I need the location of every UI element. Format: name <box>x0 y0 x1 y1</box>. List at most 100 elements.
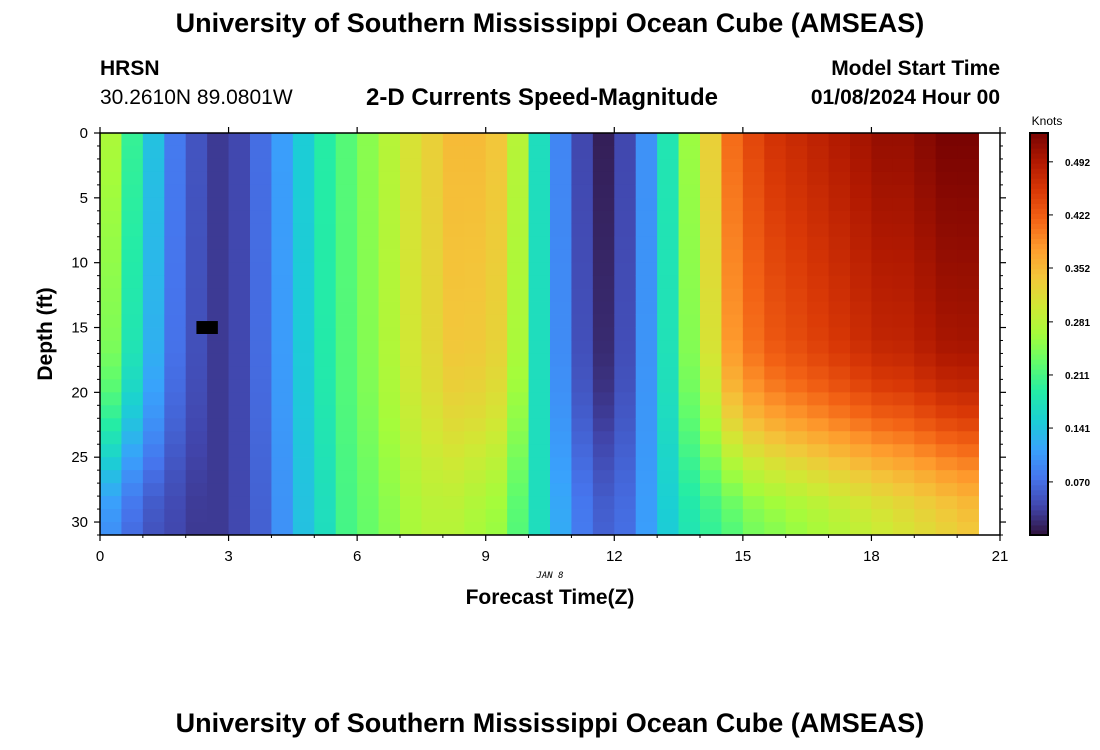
heatmap-cell <box>271 431 294 445</box>
heatmap-cell <box>100 171 122 186</box>
heatmap-cell <box>121 353 144 367</box>
heatmap-cell <box>507 444 529 458</box>
heatmap-cell <box>421 496 444 510</box>
heatmap-cell <box>400 301 422 315</box>
heatmap-cell <box>850 249 872 264</box>
heatmap-cell <box>400 353 422 367</box>
heatmap-cell <box>957 405 979 419</box>
heatmap-cell <box>142 353 165 367</box>
heatmap-cell <box>421 405 444 419</box>
heatmap-cell <box>635 145 658 160</box>
heatmap-cell <box>764 158 787 173</box>
heatmap-cell <box>721 184 744 199</box>
heatmap-cell <box>742 327 765 341</box>
heatmap-cell <box>100 496 122 510</box>
x-tick-label: 9 <box>482 548 490 565</box>
heatmap-cell <box>871 457 894 471</box>
heatmap-cell <box>185 457 208 471</box>
heatmap-cell <box>571 392 594 406</box>
colorbar-segment <box>1030 529 1048 536</box>
heatmap-cell <box>635 392 658 406</box>
heatmap-cell <box>400 171 422 186</box>
heatmap-cell <box>164 275 187 290</box>
heatmap-cell <box>185 184 208 199</box>
colorbar-segment <box>1030 489 1048 496</box>
heatmap-cell <box>228 158 251 173</box>
heatmap-cell <box>914 379 937 393</box>
heatmap-cell <box>721 288 744 302</box>
heatmap-cell <box>764 288 787 302</box>
heatmap-cell <box>464 327 487 341</box>
colorbar-segment <box>1030 198 1048 204</box>
heatmap-cell <box>742 314 765 328</box>
heatmap-cell <box>485 275 508 290</box>
heatmap-cell <box>442 262 465 277</box>
heatmap-cell <box>828 340 851 354</box>
heatmap-cell <box>100 301 122 315</box>
heatmap-cell <box>850 133 872 147</box>
heatmap-cell <box>571 184 594 199</box>
heatmap-cell <box>721 171 744 186</box>
heatmap-cell <box>485 522 508 536</box>
y-axis-label: Depth (ft) <box>34 287 57 380</box>
heatmap-cell <box>721 418 744 432</box>
heatmap-cell <box>657 483 679 497</box>
colorbar-segment <box>1030 283 1048 290</box>
colorbar-segment <box>1030 203 1048 209</box>
heatmap-cell <box>185 509 208 523</box>
colorbar-segment <box>1030 193 1048 199</box>
heatmap-cell <box>207 249 229 264</box>
heatmap-cell <box>292 392 315 406</box>
heatmap-cell <box>935 431 958 445</box>
heatmap-cell <box>635 457 658 471</box>
heatmap-cell <box>400 275 422 290</box>
heatmap-cell <box>335 457 358 471</box>
heatmap-cell <box>464 249 487 264</box>
heatmap-cell <box>571 288 594 302</box>
heatmap-cell <box>142 301 165 315</box>
heatmap-cell <box>185 340 208 354</box>
heatmap-cell <box>485 184 508 199</box>
heatmap-cell <box>314 379 337 393</box>
colorbar-segment <box>1030 313 1048 320</box>
heatmap-cell <box>207 197 229 212</box>
heatmap-cell <box>592 431 615 445</box>
colorbar-segment <box>1030 394 1048 400</box>
heatmap-cell <box>550 223 572 238</box>
heatmap-cell <box>571 444 594 458</box>
heatmap-cell <box>721 340 744 354</box>
heatmap-cell <box>700 379 722 393</box>
heatmap-cell <box>592 353 615 367</box>
heatmap-cell <box>850 353 872 367</box>
heatmap-cell <box>785 431 808 445</box>
heatmap-cell <box>785 327 808 341</box>
heatmap-cell <box>657 444 679 458</box>
heatmap-cell <box>485 366 508 380</box>
heatmap-cell <box>228 236 251 251</box>
heatmap-cell <box>614 509 637 523</box>
colorbar-segment <box>1030 308 1048 315</box>
heatmap-cell <box>121 249 144 264</box>
heatmap-cell <box>100 288 122 302</box>
heatmap-cell <box>528 431 551 445</box>
heatmap-cell <box>528 184 551 199</box>
heatmap-cell <box>828 145 851 160</box>
heatmap-cell <box>442 392 465 406</box>
colorbar-segment <box>1030 379 1048 385</box>
heatmap-cell <box>185 405 208 419</box>
heatmap-cell <box>464 301 487 315</box>
heatmap-cell <box>335 509 358 523</box>
heatmap-cell <box>764 249 787 264</box>
heatmap-cell <box>592 210 615 225</box>
heatmap-cell <box>635 301 658 315</box>
heatmap-cell <box>892 483 915 497</box>
heatmap-cell <box>785 444 808 458</box>
heatmap-cell <box>550 210 572 225</box>
heatmap-cell <box>785 158 808 173</box>
heatmap-cell <box>100 522 122 536</box>
heatmap-cell <box>678 236 701 251</box>
heatmap-cell <box>507 522 529 536</box>
heatmap-cell <box>742 340 765 354</box>
heatmap-cell <box>528 457 551 471</box>
heatmap-cell <box>378 496 401 510</box>
